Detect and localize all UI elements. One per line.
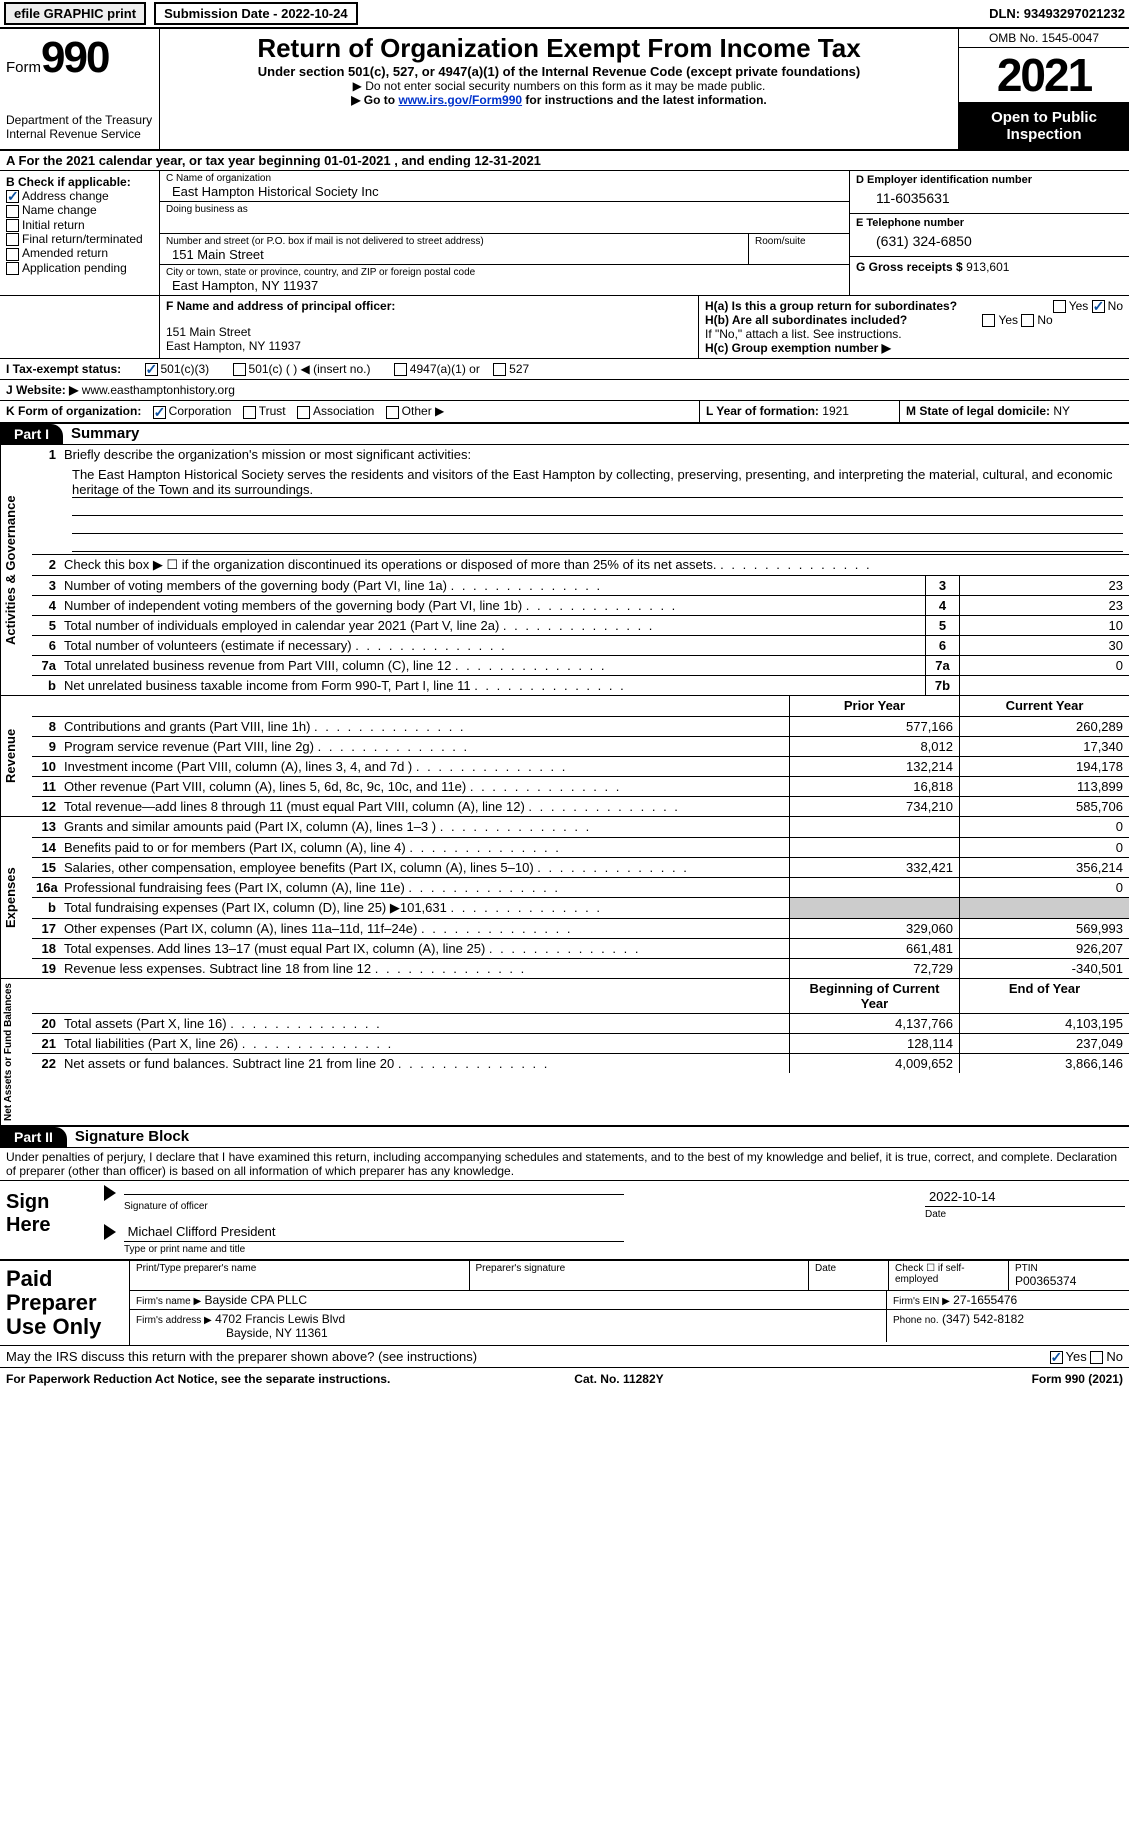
governance-label: Activities & Governance xyxy=(0,445,32,695)
sign-date: 2022-10-14 xyxy=(925,1187,1125,1207)
revenue-row-10: 10Investment income (Part VIII, column (… xyxy=(32,756,1129,776)
gov-row-b: bNet unrelated business taxable income f… xyxy=(32,675,1129,695)
checkbox-initial-return[interactable]: Initial return xyxy=(6,218,153,232)
gov-row-5: 5Total number of individuals employed in… xyxy=(32,615,1129,635)
name-arrow-icon xyxy=(104,1224,116,1240)
ein: 11-6035631 xyxy=(856,186,1123,210)
signature-arrow-icon xyxy=(104,1185,116,1201)
part-2-header: Part II Signature Block xyxy=(0,1126,1129,1148)
netasset-row-22: 22Net assets or fund balances. Subtract … xyxy=(32,1053,1129,1073)
expense-row-18: 18Total expenses. Add lines 13–17 (must … xyxy=(32,938,1129,958)
form-number: Form990 xyxy=(6,33,153,83)
expenses-section: Expenses 13Grants and similar amounts pa… xyxy=(0,817,1129,979)
row-k-l-m: K Form of organization: Corporation Trus… xyxy=(0,401,1129,422)
gross-receipts: 913,601 xyxy=(966,260,1009,274)
checkbox-name-change[interactable]: Name change xyxy=(6,203,153,217)
dln: DLN: 93493297021232 xyxy=(989,6,1125,21)
discuss-row: May the IRS discuss this return with the… xyxy=(0,1346,1129,1368)
penalty-statement: Under penalties of perjury, I declare th… xyxy=(0,1148,1129,1181)
efile-print-button[interactable]: efile GRAPHIC print xyxy=(4,2,146,25)
netassets-label: Net Assets or Fund Balances xyxy=(0,979,32,1125)
top-bar: efile GRAPHIC print Submission Date - 20… xyxy=(0,0,1129,29)
instructions-link-row: Go to www.irs.gov/Form990 for instructio… xyxy=(168,93,950,107)
form-title: Return of Organization Exempt From Incom… xyxy=(168,33,950,64)
expense-row-b: bTotal fundraising expenses (Part IX, co… xyxy=(32,897,1129,918)
gov-row-2: 2Check this box ▶ ☐ if the organization … xyxy=(32,554,1129,575)
officer-addr1: 151 Main Street xyxy=(166,325,692,339)
instructions-link[interactable]: www.irs.gov/Form990 xyxy=(398,93,522,107)
revenue-section: Revenue Prior Year Current Year 8Contrib… xyxy=(0,696,1129,817)
checkbox-address-change[interactable]: Address change xyxy=(6,189,153,203)
checkbox-amended-return[interactable]: Amended return xyxy=(6,246,153,260)
expenses-label: Expenses xyxy=(0,817,32,978)
firm-addr1: 4702 Francis Lewis Blvd xyxy=(215,1312,345,1326)
revenue-row-11: 11Other revenue (Part VIII, column (A), … xyxy=(32,776,1129,796)
revenue-row-12: 12Total revenue—add lines 8 through 11 (… xyxy=(32,796,1129,816)
open-to-public: Open to Public Inspection xyxy=(959,103,1129,149)
row-f-h: F Name and address of principal officer:… xyxy=(0,296,1129,359)
officer-addr2: East Hampton, NY 11937 xyxy=(166,339,692,353)
firm-ein: 27-1655476 xyxy=(953,1293,1017,1307)
page-footer: For Paperwork Reduction Act Notice, see … xyxy=(0,1368,1129,1390)
col-c-org-info: C Name of organization East Hampton Hist… xyxy=(160,171,849,295)
tax-year: 2021 xyxy=(959,48,1129,103)
netasset-row-20: 20Total assets (Part X, line 16) 4,137,7… xyxy=(32,1013,1129,1033)
entity-block: B Check if applicable: Address changeNam… xyxy=(0,171,1129,296)
part-1-header: Part I Summary xyxy=(0,423,1129,445)
expense-row-13: 13Grants and similar amounts paid (Part … xyxy=(32,817,1129,837)
checkbox-application-pending[interactable]: Application pending xyxy=(6,261,153,275)
website: www.easthamptonhistory.org xyxy=(82,383,235,397)
expense-row-16a: 16aProfessional fundraising fees (Part I… xyxy=(32,877,1129,897)
expense-row-17: 17Other expenses (Part IX, column (A), l… xyxy=(32,918,1129,938)
revenue-row-8: 8Contributions and grants (Part VIII, li… xyxy=(32,716,1129,736)
gov-row-4: 4Number of independent voting members of… xyxy=(32,595,1129,615)
governance-section: Activities & Governance 1 Briefly descri… xyxy=(0,445,1129,696)
col-b-checkboxes: B Check if applicable: Address changeNam… xyxy=(0,171,160,295)
netassets-section: Net Assets or Fund Balances Beginning of… xyxy=(0,979,1129,1126)
sign-here-block: Sign Here Signature of officer 2022-10-1… xyxy=(0,1181,1129,1260)
form-subtitle: Under section 501(c), 527, or 4947(a)(1)… xyxy=(168,64,950,79)
state-domicile: NY xyxy=(1053,404,1070,418)
gov-row-6: 6Total number of volunteers (estimate if… xyxy=(32,635,1129,655)
netasset-row-21: 21Total liabilities (Part X, line 26) 12… xyxy=(32,1033,1129,1053)
line-a-tax-year: A For the 2021 calendar year, or tax yea… xyxy=(0,151,1129,171)
city-state-zip: East Hampton, NY 11937 xyxy=(166,278,843,293)
telephone: (631) 324-6850 xyxy=(856,229,1123,253)
omb-number: OMB No. 1545-0047 xyxy=(959,29,1129,48)
year-formation: 1921 xyxy=(822,404,849,418)
revenue-row-9: 9Program service revenue (Part VIII, lin… xyxy=(32,736,1129,756)
firm-name: Bayside CPA PLLC xyxy=(205,1293,308,1307)
irs-label: Internal Revenue Service xyxy=(6,127,153,141)
form-header: Form990 Department of the Treasury Inter… xyxy=(0,29,1129,151)
org-name: East Hampton Historical Society Inc xyxy=(166,184,843,199)
revenue-label: Revenue xyxy=(0,696,32,816)
department-label: Department of the Treasury xyxy=(6,113,153,127)
expense-row-15: 15Salaries, other compensation, employee… xyxy=(32,857,1129,877)
checkbox-final-return-terminated[interactable]: Final return/terminated xyxy=(6,232,153,246)
submission-date: Submission Date - 2022-10-24 xyxy=(154,2,358,25)
row-i-tax-status: I Tax-exempt status: 501(c)(3) 501(c) ( … xyxy=(0,359,1129,380)
expense-row-19: 19Revenue less expenses. Subtract line 1… xyxy=(32,958,1129,978)
expense-row-14: 14Benefits paid to or for members (Part … xyxy=(32,837,1129,857)
gov-row-7a: 7aTotal unrelated business revenue from … xyxy=(32,655,1129,675)
street-address: 151 Main Street xyxy=(166,247,742,262)
ptin: P00365374 xyxy=(1015,1274,1123,1288)
ssn-warning: Do not enter social security numbers on … xyxy=(168,79,950,93)
col-d-ein-phone: D Employer identification number 11-6035… xyxy=(849,171,1129,295)
gov-row-3: 3Number of voting members of the governi… xyxy=(32,575,1129,595)
mission-text: The East Hampton Historical Society serv… xyxy=(32,465,1129,554)
firm-addr2: Bayside, NY 11361 xyxy=(136,1326,880,1340)
firm-phone: (347) 542-8182 xyxy=(942,1312,1024,1326)
row-j-website: J Website: ▶ www.easthamptonhistory.org xyxy=(0,380,1129,401)
paid-preparer-block: Paid Preparer Use Only Print/Type prepar… xyxy=(0,1260,1129,1347)
officer-name: Michael Clifford President xyxy=(124,1222,624,1242)
